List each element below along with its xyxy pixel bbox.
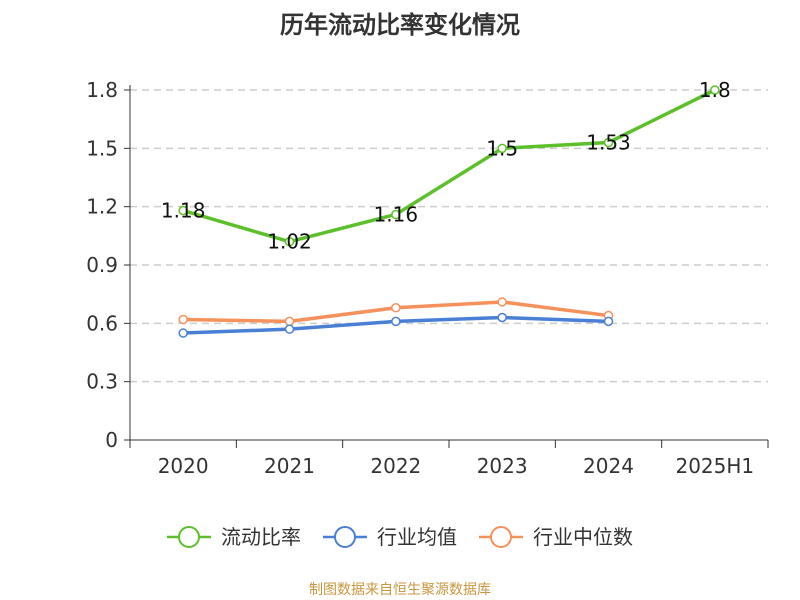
data-point bbox=[603, 137, 614, 148]
series-layer bbox=[178, 85, 720, 338]
y-tick-label: 0 bbox=[105, 428, 118, 452]
data-labels: 1.18 1.02 1.16 1.5 1.53 1.8 bbox=[161, 78, 731, 254]
y-tick-label: 0.6 bbox=[86, 311, 118, 335]
data-point bbox=[497, 312, 507, 323]
data-point bbox=[391, 209, 401, 220]
data-label: 1.02 bbox=[267, 230, 312, 254]
legend-item[interactable]: 行业均值 bbox=[323, 525, 457, 549]
data-point bbox=[284, 324, 295, 334]
data-point bbox=[391, 316, 401, 327]
data-label: 1.8 bbox=[699, 78, 731, 102]
data-point bbox=[178, 328, 188, 338]
x-tick-label: 2020 bbox=[158, 454, 209, 478]
axes: 0 0.3 0.6 0.9 1.2 1.5 1.8 2020 2021 2022 2023 2024 2… bbox=[86, 78, 769, 478]
x-tick-label: 2024 bbox=[583, 454, 634, 478]
legend-item[interactable]: 流动比率 bbox=[167, 525, 301, 549]
legend-label: 行业中位数 bbox=[533, 525, 633, 549]
legend-marker-icon bbox=[334, 526, 356, 548]
x-tick-label: 2025H1 bbox=[675, 454, 754, 478]
y-tick-label: 0.9 bbox=[86, 253, 118, 277]
data-point bbox=[178, 205, 188, 216]
gridlines bbox=[130, 89, 768, 383]
legend-label: 行业均值 bbox=[377, 525, 457, 549]
y-tick-label: 0.3 bbox=[86, 370, 118, 394]
data-point bbox=[603, 316, 614, 327]
y-tick-label: 1.8 bbox=[86, 78, 118, 102]
legend: 流动比率 行业均值 行业中位数 bbox=[167, 525, 633, 549]
data-point bbox=[497, 143, 507, 154]
legend-marker-icon bbox=[490, 526, 512, 548]
data-point bbox=[710, 85, 720, 95]
data-point bbox=[284, 236, 295, 247]
y-tick-label: 1.5 bbox=[86, 136, 118, 160]
data-point bbox=[178, 314, 188, 325]
x-tick-label: 2022 bbox=[370, 454, 421, 478]
data-label: 1.18 bbox=[161, 199, 206, 223]
y-tick-label: 1.2 bbox=[86, 195, 118, 219]
legend-marker-icon bbox=[178, 526, 200, 548]
x-tick-label: 2021 bbox=[264, 454, 315, 478]
data-label: 1.5 bbox=[486, 136, 518, 160]
chart-title: 历年流动比率变化情况 bbox=[280, 11, 520, 39]
legend-item[interactable]: 行业中位数 bbox=[479, 525, 633, 549]
x-tick-label: 2023 bbox=[477, 454, 528, 478]
data-label: 1.53 bbox=[586, 131, 631, 155]
data-point bbox=[497, 297, 507, 307]
series-line bbox=[182, 88, 716, 244]
data-point bbox=[391, 303, 401, 313]
legend-label: 流动比率 bbox=[221, 525, 301, 549]
source-note: 制图数据来自恒生聚源数据库 bbox=[309, 582, 491, 598]
data-label: 1.16 bbox=[374, 202, 419, 226]
data-point bbox=[284, 316, 295, 327]
